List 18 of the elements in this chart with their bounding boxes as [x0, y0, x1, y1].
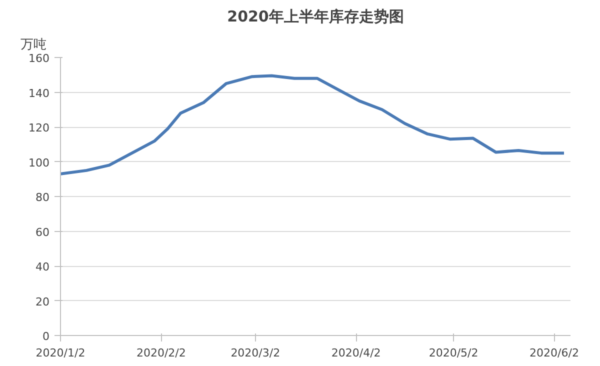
- y-tick-label: 0: [42, 330, 50, 343]
- chart-title: 2020年上半年库存走势图: [227, 8, 404, 26]
- line-series: [60, 74, 566, 176]
- y-axis-title: 万吨: [20, 38, 46, 52]
- x-tick-label: 2020/4/2: [331, 346, 381, 360]
- x-tick-label: 2020/3/2: [230, 346, 280, 360]
- y-tick-label: 120: [28, 122, 50, 134]
- y-tick-label: 100: [28, 156, 50, 170]
- y-tick-label: 20: [36, 295, 50, 308]
- y-tick-label: 80: [36, 191, 50, 204]
- x-tick-label: 2020/6/2: [530, 346, 579, 360]
- y-tick-label: 160: [28, 52, 50, 65]
- x-tick-label: 2020/2/2: [136, 346, 186, 360]
- x-tick-label: 2020/1/2: [36, 346, 86, 360]
- x-tick-label: 2020/5/2: [428, 346, 478, 360]
- y-tick-label: 140: [28, 86, 50, 100]
- y-tick-label: 60: [36, 226, 50, 239]
- y-tick-label: 40: [36, 260, 50, 274]
